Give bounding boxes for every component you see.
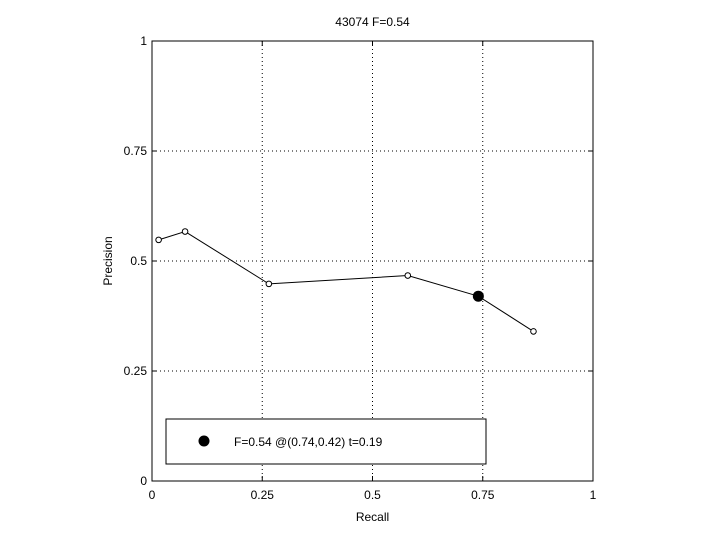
data-point (404, 272, 412, 279)
y-tick-label: 0 (140, 474, 147, 488)
data-point (530, 328, 537, 335)
series-line (158, 230, 534, 332)
x-axis-label: Recall (356, 510, 389, 524)
x-tick-label: 0.5 (364, 488, 381, 502)
data-point (181, 228, 189, 235)
legend-marker (198, 435, 210, 447)
legend-box (165, 418, 487, 465)
y-tick-label: 1 (140, 34, 147, 48)
x-tick-label: 0.25 (251, 488, 275, 502)
y-tick-label: 0.5 (130, 254, 147, 268)
best-f-point (472, 290, 484, 302)
data-point (155, 236, 162, 244)
chart-title: 43074 F=0.54 (335, 15, 410, 29)
y-tick-label: 0.75 (124, 144, 148, 158)
x-tick-label: 0.75 (471, 488, 495, 502)
series-layer (155, 228, 537, 335)
grid-layer (152, 41, 593, 481)
legend: F=0.54 @(0.74,0.42) t=0.19 (165, 418, 487, 465)
legend-label: F=0.54 @(0.74,0.42) t=0.19 (234, 435, 383, 449)
x-tick-label: 1 (590, 488, 597, 502)
y-tick-label: 0.25 (124, 364, 148, 378)
y-axis-label: Precision (101, 236, 115, 285)
ticks-layer: 0 0.25 0.5 0.75 1 0 0.25 0.5 0.75 1 (124, 34, 597, 502)
x-tick-label: 0 (149, 488, 156, 502)
data-point (265, 280, 273, 288)
